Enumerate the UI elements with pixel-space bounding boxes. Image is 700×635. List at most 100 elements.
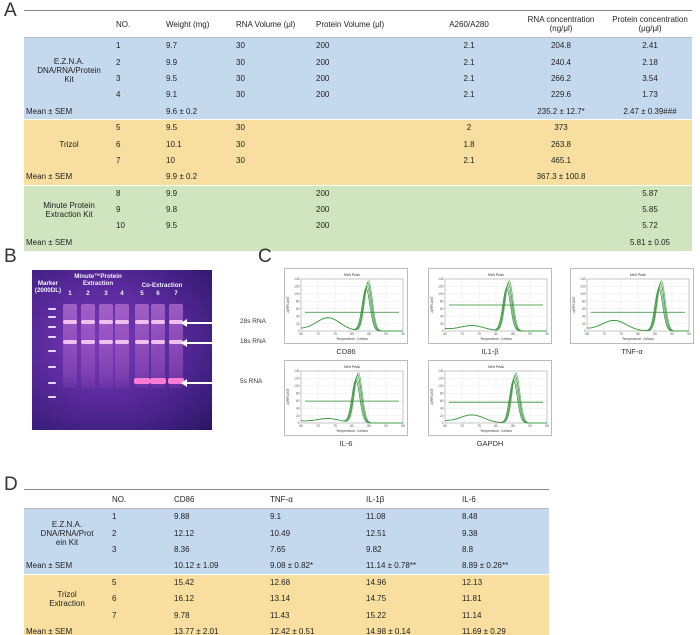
table-a-cell: 8: [114, 184, 164, 202]
melt-chart-title: Melt Peak: [344, 273, 360, 277]
y-axis-label: -d(RFU)/dT: [286, 296, 290, 313]
table-a-cell: 2.1: [424, 86, 514, 104]
x-tick-label: 70: [602, 332, 606, 336]
table-d-cell: 14.75: [364, 590, 460, 607]
table-d-summary-cell: [110, 557, 172, 575]
table-d-cell: 12.51: [364, 524, 460, 542]
y-tick-label: 100: [580, 292, 586, 296]
gel-marker-label: Marker (2000DL): [34, 280, 62, 294]
panel-letter-a: A: [4, 0, 17, 21]
table-a-header-cell: Protein Volume (μl): [314, 10, 424, 38]
table-a-cell: [514, 184, 608, 202]
melt-chart-title: Melt Peak: [488, 365, 504, 369]
y-tick-label: 60: [582, 307, 586, 311]
table-a-cell: 200: [314, 201, 424, 218]
x-tick-label: 95: [401, 332, 405, 336]
table-a-cell: 30: [234, 118, 314, 136]
table-a-cell: 1: [114, 37, 164, 54]
y-axis-label: -d(RFU)/dT: [572, 296, 576, 313]
table-d-cell: 8.8: [460, 541, 549, 558]
table-a-header-cell: RNA Volume (μl): [234, 10, 314, 38]
table-d-cell: 12.68: [268, 573, 364, 591]
y-tick-label: 0: [442, 329, 444, 333]
melt-peak-chart: Melt Peak 140 120 100 80 60 40 20 0 65 70 75 80 85 90 9…: [284, 360, 408, 436]
melt-chart-caption: IL1-β: [481, 347, 499, 356]
table-a-cell: [424, 201, 514, 218]
table-a-cell: 5.87: [608, 184, 692, 202]
table-d-header-cell: CD86: [172, 489, 268, 509]
table-d-summary-cell: 13.77 ± 2.01: [172, 623, 268, 635]
table-a-row: 2 9.9 30 200 2.1 240.4 2.18: [24, 53, 692, 71]
gel-rna-band: [135, 340, 149, 344]
table-a-row: Trizol 5 9.5 30 2 373: [24, 118, 692, 169]
table-a-cell: 30: [234, 135, 314, 153]
table-a-cell: [234, 184, 314, 202]
melt-curve: [586, 280, 689, 332]
table-a-cell: 3.54: [608, 70, 692, 87]
melt-curve: [300, 372, 403, 424]
table-a-summary-cell: [114, 234, 164, 251]
ladder-band: [48, 366, 56, 368]
gel-rna-band: [115, 320, 129, 324]
gel-rna-band: [135, 320, 149, 324]
table-a-summary-cell: [234, 103, 314, 120]
melt-peak-chart: Melt Peak 140 120 100 80 60 40 20 0 65 70 75 80 85 90 9…: [284, 268, 408, 344]
table-a-cell: 200: [314, 70, 424, 87]
melt-chart-caption: TNF-α: [621, 347, 643, 356]
rna-protein-yield-table: NO. Weight (mg) RNA Volume (μl) Protein Vol…: [24, 10, 692, 251]
y-tick-label: 120: [580, 285, 586, 289]
table-a-header-cell: Protein concentration (μg/μl): [608, 10, 692, 38]
x-tick-label: 75: [477, 424, 481, 428]
y-tick-label: 80: [440, 299, 444, 303]
table-d-row: E.Z.N.A. DNA/RNA/Prot ein Kit 1 9.88 9.1 11.08…: [24, 508, 549, 558]
x-tick-label: 90: [528, 332, 532, 336]
panel-letter-d: D: [4, 474, 18, 495]
table-a-summary-cell: [314, 103, 424, 120]
table-a-cell: [234, 217, 314, 235]
y-tick-label: 0: [442, 421, 444, 425]
x-tick-label: 95: [545, 332, 549, 336]
gel-arrow: [181, 379, 236, 387]
x-axis-label: Temperature, Celsius: [480, 337, 512, 341]
table-d-summary-cell: 11.14 ± 0.78**: [364, 557, 460, 575]
table-a-header-cell: [24, 10, 114, 38]
table-a-cell: 10: [114, 217, 164, 235]
x-tick-label: 95: [687, 332, 691, 336]
melt-chart-caption: IL-6: [339, 439, 353, 448]
x-tick-label: 80: [494, 424, 498, 428]
table-d-header-cell: NO.: [110, 489, 172, 509]
gel-lane-smear: [63, 304, 77, 388]
table-a-cell: 2.1: [424, 53, 514, 71]
table-a-summary-cell: Mean ± SEM: [24, 103, 114, 120]
table-a-cell: [514, 201, 608, 218]
gel-coextraction-label: Co-Extraction: [141, 282, 183, 289]
table-a-cell: 240.4: [514, 53, 608, 71]
y-tick-label: 0: [298, 421, 300, 425]
table-a-cell: 6: [114, 135, 164, 153]
y-tick-label: 40: [582, 314, 586, 318]
x-tick-label: 85: [367, 424, 371, 428]
x-tick-label: 80: [350, 424, 354, 428]
y-tick-label: 100: [294, 292, 300, 296]
y-tick-label: 80: [296, 299, 300, 303]
table-a-row: Minute Protein Extraction Kit 8 9.9 200 5.87: [24, 184, 692, 235]
table-a-row: E.Z.N.A. DNA/RNA/Protein Kit 1 9.7 30 200 2.1 20…: [24, 37, 692, 104]
table-d-cell: 6: [110, 590, 172, 607]
x-tick-label: 90: [670, 332, 674, 336]
table-d-cell: 16.12: [172, 590, 268, 607]
x-tick-label: 75: [333, 424, 337, 428]
y-tick-label: 60: [296, 307, 300, 311]
x-tick-label: 75: [477, 332, 481, 336]
y-axis-label: -d(RFU)/dT: [430, 296, 434, 313]
table-a-cell: 5.72: [608, 217, 692, 235]
y-tick-label: 140: [438, 369, 444, 373]
table-a-cell: 266.2: [514, 70, 608, 87]
y-tick-label: 20: [440, 414, 444, 418]
table-d-row: 7 9.78 11.43 15.22 11.14: [24, 606, 549, 624]
table-d-cell: 11.14: [460, 606, 549, 624]
table-a-cell: 9.8: [164, 201, 234, 218]
gel-lane-smear: [99, 304, 113, 388]
table-a-cell: 229.6: [514, 86, 608, 104]
table-d-cell: 7.65: [268, 541, 364, 558]
plot-frame: [300, 370, 404, 424]
